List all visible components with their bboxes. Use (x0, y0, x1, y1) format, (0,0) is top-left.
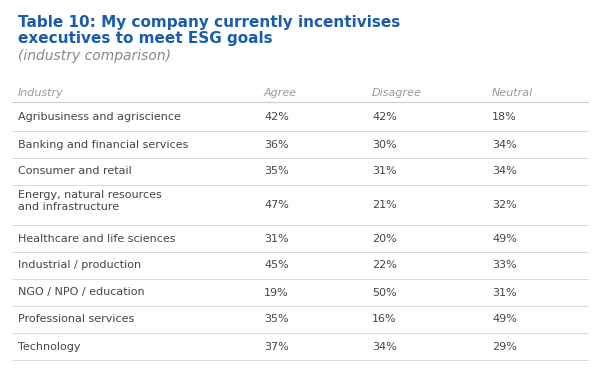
Text: Neutral: Neutral (492, 88, 533, 98)
Text: 37%: 37% (264, 341, 289, 352)
Text: 34%: 34% (492, 139, 517, 149)
Text: and infrastructure: and infrastructure (18, 202, 119, 212)
Text: 34%: 34% (492, 166, 517, 176)
Text: 49%: 49% (492, 233, 517, 243)
Text: 32%: 32% (492, 200, 517, 210)
Text: Healthcare and life sciences: Healthcare and life sciences (18, 233, 176, 243)
Text: 33%: 33% (492, 261, 517, 271)
Text: 47%: 47% (264, 200, 289, 210)
Text: (industry comparison): (industry comparison) (18, 49, 171, 63)
Text: Banking and financial services: Banking and financial services (18, 139, 188, 149)
Text: Energy, natural resources: Energy, natural resources (18, 190, 162, 200)
Text: 22%: 22% (372, 261, 397, 271)
Text: 20%: 20% (372, 233, 397, 243)
Text: 29%: 29% (492, 341, 517, 352)
Text: 35%: 35% (264, 166, 289, 176)
Text: Table 10: My company currently incentivises: Table 10: My company currently incentivi… (18, 15, 400, 30)
Text: 50%: 50% (372, 288, 397, 298)
Text: Professional services: Professional services (18, 315, 134, 325)
Text: 49%: 49% (492, 315, 517, 325)
Text: executives to meet ESG goals: executives to meet ESG goals (18, 31, 272, 46)
Text: 42%: 42% (372, 112, 397, 122)
Text: 35%: 35% (264, 315, 289, 325)
Text: 45%: 45% (264, 261, 289, 271)
Text: 18%: 18% (492, 112, 517, 122)
Text: 36%: 36% (264, 139, 289, 149)
Text: 19%: 19% (264, 288, 289, 298)
Text: Industrial / production: Industrial / production (18, 261, 141, 271)
Text: 42%: 42% (264, 112, 289, 122)
Text: Consumer and retail: Consumer and retail (18, 166, 132, 176)
Text: Industry: Industry (18, 88, 64, 98)
Text: 31%: 31% (264, 233, 289, 243)
Text: Disagree: Disagree (372, 88, 422, 98)
Text: 30%: 30% (372, 139, 397, 149)
Text: Technology: Technology (18, 341, 80, 352)
Text: Agree: Agree (264, 88, 297, 98)
Text: 31%: 31% (492, 288, 517, 298)
Text: NGO / NPO / education: NGO / NPO / education (18, 288, 145, 298)
Text: 31%: 31% (372, 166, 397, 176)
Text: 21%: 21% (372, 200, 397, 210)
Text: Agribusiness and agriscience: Agribusiness and agriscience (18, 112, 181, 122)
Text: 34%: 34% (372, 341, 397, 352)
Text: 16%: 16% (372, 315, 397, 325)
